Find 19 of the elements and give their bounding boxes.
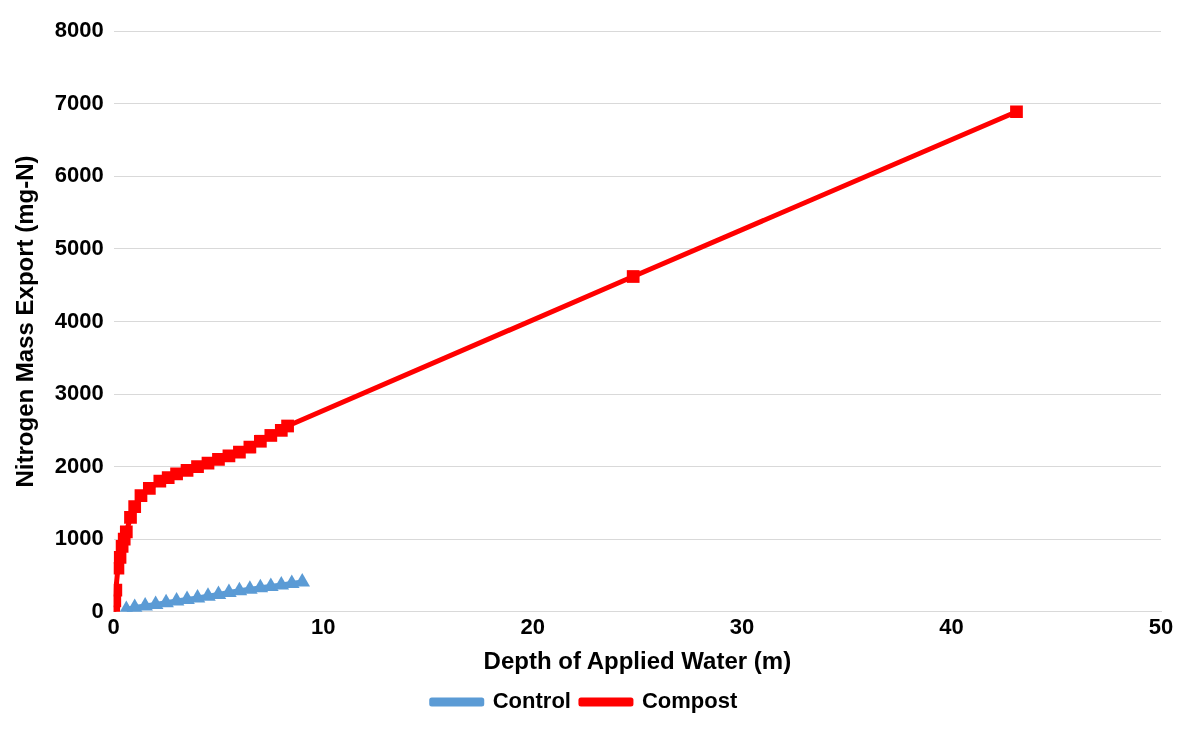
x-tick-label: 20	[520, 614, 545, 640]
x-axis-title: Depth of Applied Water (m)	[483, 647, 792, 675]
legend-label: Compost	[641, 688, 738, 714]
x-tick-label: 50	[1148, 614, 1174, 640]
y-tick-label: 5000	[54, 234, 104, 260]
y-tick-label: 7000	[54, 89, 104, 115]
x-tick-label: 10	[310, 614, 336, 640]
y-tick-label: 1000	[54, 525, 104, 551]
y-tick-label: 0	[91, 597, 104, 623]
x-tick-label: 0	[107, 614, 120, 640]
x-tick-label: 40	[939, 614, 964, 640]
y-axis-title: Nitrogen Mass Export (mg-N)	[11, 155, 39, 488]
y-tick-label: 4000	[54, 307, 104, 333]
x-tick-label: 30	[729, 614, 755, 640]
y-tick-label: 3000	[54, 380, 104, 406]
y-tick-label: 6000	[54, 162, 104, 188]
y-tick-label: 2000	[54, 452, 104, 478]
legend-label: Control	[492, 688, 571, 714]
y-tick-label: 8000	[54, 17, 104, 43]
